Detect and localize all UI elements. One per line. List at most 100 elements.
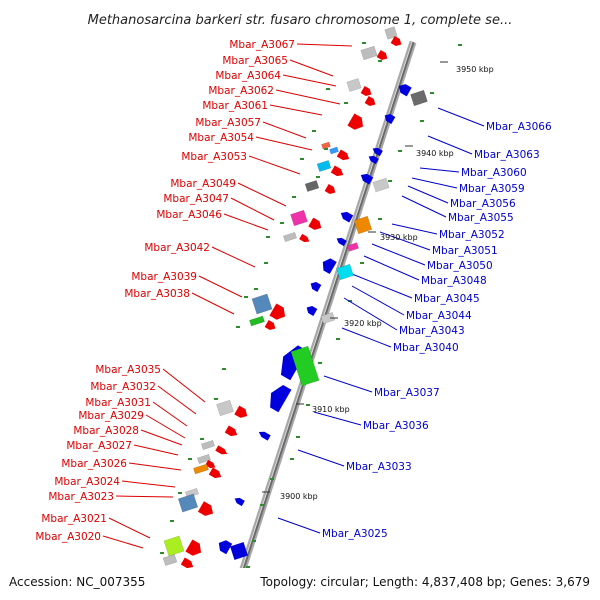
gene-label-left[interactable]: Mbar_A3038 bbox=[124, 288, 190, 300]
gene-block[interactable] bbox=[251, 293, 273, 315]
gene-block[interactable] bbox=[316, 160, 332, 172]
gene-label-right[interactable]: Mbar_A3025 bbox=[322, 528, 388, 540]
gene-label-right[interactable]: Mbar_A3040 bbox=[393, 342, 459, 354]
reverse-gene-arrow[interactable] bbox=[257, 429, 271, 441]
forward-gene-arrow[interactable] bbox=[205, 459, 217, 470]
gene-block[interactable] bbox=[290, 209, 308, 227]
gene-label-left[interactable]: Mbar_A3039 bbox=[131, 271, 197, 283]
gene-block[interactable] bbox=[249, 315, 265, 327]
gene-label-left[interactable]: Mbar_A3046 bbox=[156, 209, 222, 221]
gene-label-left[interactable]: Mbar_A3057 bbox=[195, 117, 261, 129]
gene-block[interactable] bbox=[360, 45, 378, 61]
gene-block[interactable] bbox=[353, 215, 373, 235]
gene-label-right[interactable]: Mbar_A3066 bbox=[486, 121, 552, 133]
gene-label-left[interactable]: Mbar_A3054 bbox=[188, 132, 254, 144]
gene-label-right[interactable]: Mbar_A3036 bbox=[363, 420, 429, 432]
forward-gene-arrow[interactable] bbox=[347, 113, 366, 132]
gene-label-left[interactable]: Mbar_A3064 bbox=[215, 70, 281, 82]
gene-label-left[interactable]: Mbar_A3024 bbox=[54, 476, 120, 488]
forward-gene-arrow[interactable] bbox=[330, 165, 345, 179]
gene-block[interactable] bbox=[320, 312, 336, 324]
gene-label-right[interactable]: Mbar_A3050 bbox=[427, 260, 493, 272]
gene-label-left[interactable]: Mbar_A3065 bbox=[222, 55, 288, 67]
reverse-gene-arrow[interactable] bbox=[383, 112, 396, 124]
gene-label-left[interactable]: Mbar_A3062 bbox=[208, 85, 274, 97]
gene-block[interactable] bbox=[346, 78, 362, 92]
gene-label-left[interactable]: Mbar_A3042 bbox=[144, 242, 210, 254]
gene-label-left[interactable]: Mbar_A3067 bbox=[229, 39, 295, 51]
gene-label-right[interactable]: Mbar_A3045 bbox=[414, 293, 480, 305]
gene-label-left[interactable]: Mbar_A3021 bbox=[41, 513, 107, 525]
forward-gene-arrow[interactable] bbox=[390, 36, 404, 48]
gene-label-left[interactable]: Mbar_A3053 bbox=[181, 151, 247, 163]
reverse-gene-arrow[interactable] bbox=[216, 538, 233, 555]
gene-block[interactable] bbox=[347, 242, 359, 252]
gene-label-left[interactable]: Mbar_A3029 bbox=[78, 410, 144, 422]
forward-gene-arrow[interactable] bbox=[299, 233, 311, 244]
gene-label-right[interactable]: Mbar_A3063 bbox=[474, 149, 540, 161]
forward-gene-arrow[interactable] bbox=[376, 50, 390, 62]
gene-label-left[interactable]: Mbar_A3031 bbox=[85, 397, 151, 409]
gene-block[interactable] bbox=[229, 541, 249, 561]
gene-label-left[interactable]: Mbar_A3061 bbox=[202, 100, 268, 112]
forward-gene-arrow[interactable] bbox=[324, 184, 338, 196]
gene-block[interactable] bbox=[336, 263, 354, 281]
gene-block[interactable] bbox=[162, 554, 178, 566]
reverse-gene-arrow[interactable] bbox=[305, 304, 318, 316]
gene-block[interactable] bbox=[384, 26, 398, 40]
gene-label-left[interactable]: Mbar_A3047 bbox=[163, 193, 229, 205]
gene-label-left[interactable]: Mbar_A3032 bbox=[90, 381, 156, 393]
gene-block[interactable] bbox=[163, 535, 185, 557]
gene-block[interactable] bbox=[216, 399, 234, 417]
gene-label-right[interactable]: Mbar_A3060 bbox=[461, 167, 527, 179]
gene-label-right[interactable]: Mbar_A3048 bbox=[421, 275, 487, 287]
gene-label-left[interactable]: Mbar_A3028 bbox=[73, 425, 139, 437]
gene-label-left[interactable]: Mbar_A3023 bbox=[48, 491, 114, 503]
reverse-gene-arrow[interactable] bbox=[335, 236, 347, 247]
gene-label-left[interactable]: Mbar_A3049 bbox=[170, 178, 236, 190]
gene-block[interactable] bbox=[410, 89, 428, 107]
forward-gene-arrow[interactable] bbox=[360, 86, 374, 98]
forward-gene-arrow[interactable] bbox=[336, 149, 351, 163]
reverse-gene-arrow[interactable] bbox=[309, 280, 322, 292]
forward-gene-arrow[interactable] bbox=[180, 557, 195, 571]
gene-block[interactable] bbox=[193, 463, 209, 475]
reverse-gene-arrow[interactable] bbox=[359, 172, 374, 185]
gene-block[interactable] bbox=[329, 146, 339, 155]
reverse-gene-arrow[interactable] bbox=[396, 82, 412, 97]
gene-block[interactable] bbox=[304, 180, 320, 192]
forward-gene-arrow[interactable] bbox=[224, 425, 239, 439]
reverse-gene-arrow[interactable] bbox=[339, 210, 354, 223]
reverse-gene-arrow[interactable] bbox=[265, 382, 292, 413]
gene-label-right[interactable]: Mbar_A3051 bbox=[432, 245, 498, 257]
gene-label-right[interactable]: Mbar_A3037 bbox=[374, 387, 440, 399]
gene-block[interactable] bbox=[177, 493, 199, 513]
forward-gene-arrow[interactable] bbox=[215, 445, 228, 456]
gene-label-left[interactable]: Mbar_A3027 bbox=[66, 440, 132, 452]
gene-label-right[interactable]: Mbar_A3044 bbox=[406, 310, 472, 322]
gene-label-left[interactable]: Mbar_A3026 bbox=[61, 458, 127, 470]
gene-label-left[interactable]: Mbar_A3035 bbox=[95, 364, 161, 376]
gene-label-right[interactable]: Mbar_A3052 bbox=[439, 229, 505, 241]
reverse-gene-arrow[interactable] bbox=[367, 154, 379, 165]
forward-gene-arrow[interactable] bbox=[197, 501, 216, 518]
forward-gene-arrow[interactable] bbox=[208, 467, 223, 481]
reverse-gene-arrow[interactable] bbox=[233, 496, 245, 507]
forward-gene-arrow[interactable] bbox=[308, 217, 323, 233]
gene-label-left[interactable]: Mbar_A3020 bbox=[35, 531, 101, 543]
gene-block[interactable] bbox=[201, 439, 215, 451]
gene-label-right[interactable]: Mbar_A3055 bbox=[448, 212, 514, 224]
gene-block[interactable] bbox=[372, 177, 390, 193]
gene-block[interactable] bbox=[283, 231, 297, 243]
forward-gene-arrow[interactable] bbox=[234, 405, 249, 421]
forward-gene-arrow[interactable] bbox=[364, 96, 378, 108]
gene-block[interactable] bbox=[197, 453, 211, 465]
forward-gene-arrow[interactable] bbox=[264, 320, 278, 332]
gene-label-right[interactable]: Mbar_A3056 bbox=[450, 198, 516, 210]
reverse-gene-arrow[interactable] bbox=[371, 146, 383, 157]
reverse-gene-arrow[interactable] bbox=[319, 256, 337, 275]
forward-gene-arrow[interactable] bbox=[269, 303, 288, 322]
gene-block[interactable] bbox=[290, 345, 320, 387]
gene-label-right[interactable]: Mbar_A3043 bbox=[399, 325, 465, 337]
gene-label-right[interactable]: Mbar_A3059 bbox=[459, 183, 525, 195]
